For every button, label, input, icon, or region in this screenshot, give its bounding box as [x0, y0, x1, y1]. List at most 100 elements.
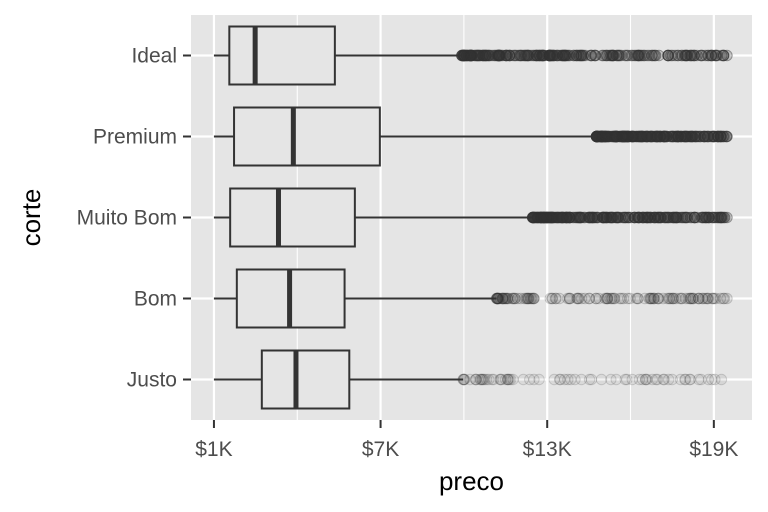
outlier-point [518, 49, 531, 62]
box-iqr [260, 349, 351, 410]
outlier-point [575, 49, 588, 62]
outlier-point [507, 49, 519, 62]
outlier-point [538, 49, 551, 62]
outlier-point [615, 130, 628, 143]
outlier-point [536, 49, 548, 62]
outlier-point [632, 49, 644, 62]
outlier-point [553, 292, 566, 305]
outlier-point [639, 211, 652, 224]
outlier-point [543, 211, 555, 224]
outlier-point [667, 292, 679, 305]
outlier-point [538, 49, 550, 62]
outlier-point [651, 130, 663, 143]
outlier-point [646, 49, 658, 62]
outlier-point [572, 292, 585, 305]
outlier-point [582, 211, 595, 224]
outlier-point [684, 49, 696, 62]
outlier-point [706, 373, 718, 386]
outlier-point [646, 373, 659, 386]
y-axis: Ideal Premium Muito Bom Bom Justo [77, 45, 191, 392]
outlier-point [655, 130, 668, 143]
outlier-point [600, 130, 612, 143]
outlier-point [563, 211, 576, 224]
outlier-point [617, 130, 629, 143]
outlier-point [572, 49, 585, 62]
outlier-point [608, 292, 621, 305]
box-iqr [229, 187, 356, 248]
outlier-point [718, 211, 730, 224]
outlier-point [503, 49, 515, 62]
outlier-point [586, 211, 598, 224]
outlier-point [688, 211, 700, 224]
outlier-point [717, 49, 730, 62]
outlier-point [596, 130, 608, 143]
outlier-point [556, 211, 569, 224]
outlier-point [645, 292, 657, 305]
outlier-point [679, 130, 691, 143]
outlier-point [643, 292, 655, 305]
outlier-point [537, 211, 550, 224]
outlier-point [607, 49, 619, 62]
outlier-point [650, 373, 662, 386]
outlier-point [588, 49, 601, 62]
outlier-point [639, 373, 652, 386]
outlier-point [605, 292, 618, 305]
outlier-point [641, 373, 653, 386]
outlier-point [684, 130, 696, 143]
outlier-point [714, 292, 727, 305]
outlier-point [546, 292, 558, 305]
outlier-point [676, 49, 689, 62]
outlier-point [464, 49, 476, 62]
outlier-point [572, 211, 584, 224]
outlier-point [695, 49, 707, 62]
outlier-point [670, 211, 683, 224]
outlier-point [611, 130, 623, 143]
outlier-point [613, 292, 626, 305]
outlier-point [620, 130, 632, 143]
outlier-point [614, 211, 626, 224]
outlier-point [616, 130, 629, 143]
outlier-point [640, 130, 652, 143]
outlier-point [606, 292, 619, 305]
outlier-point [621, 130, 634, 143]
outlier-point [559, 49, 572, 62]
outlier-point [693, 292, 705, 305]
outlier-point [551, 49, 563, 62]
outlier-point [528, 292, 540, 305]
y-tick-label: Bom [134, 288, 177, 311]
outlier-point [622, 211, 634, 224]
outlier-point [479, 49, 491, 62]
outlier-point [616, 130, 628, 143]
outlier-point [547, 211, 559, 224]
outlier-point [499, 373, 512, 386]
outlier-point [652, 292, 665, 305]
outlier-point [593, 292, 605, 305]
outlier-point [496, 292, 509, 305]
outlier-point [543, 49, 555, 62]
outlier-point [636, 373, 649, 386]
outlier-point [494, 373, 507, 386]
outlier-point [659, 130, 672, 143]
outlier-point [706, 211, 719, 224]
outlier-point [658, 130, 670, 143]
outlier-point [596, 130, 608, 143]
outlier-point [571, 49, 583, 62]
outlier-point [464, 49, 476, 62]
outlier-point [496, 292, 509, 305]
outlier-point [702, 211, 715, 224]
outlier-point [652, 292, 664, 305]
outlier-point [706, 130, 718, 143]
outlier-point [714, 130, 726, 143]
outlier-point [666, 130, 678, 143]
outlier-point [596, 49, 608, 62]
outlier-point [591, 211, 603, 224]
outlier-point [648, 130, 661, 143]
outlier-point [539, 211, 552, 224]
outlier-point [625, 130, 638, 143]
outlier-point [679, 130, 692, 143]
outlier-point [589, 49, 601, 62]
outlier-point [702, 373, 715, 386]
outlier-point [483, 373, 495, 386]
outlier-point [626, 130, 638, 143]
outlier-point [641, 130, 653, 143]
